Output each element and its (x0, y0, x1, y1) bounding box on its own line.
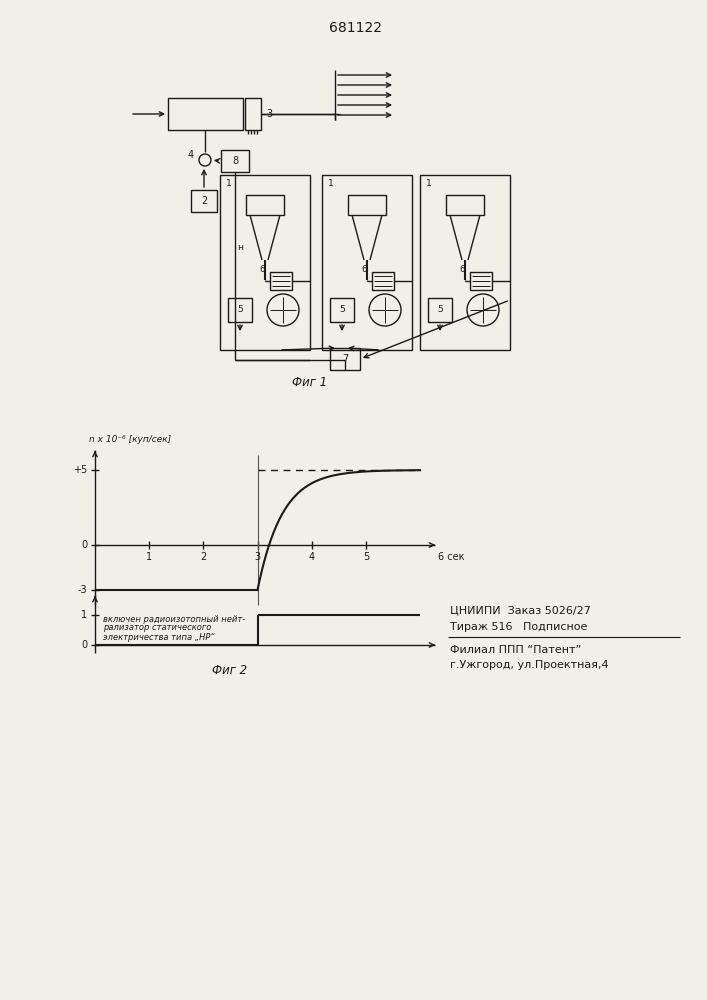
Text: 0: 0 (81, 540, 87, 550)
Text: Фиг 1: Фиг 1 (293, 375, 327, 388)
Text: 6: 6 (259, 264, 264, 273)
Bar (168, 98, 243, 130)
Text: 3: 3 (255, 552, 261, 562)
Text: 1: 1 (226, 178, 232, 188)
Text: рализатор статического: рализатор статического (103, 624, 211, 633)
Text: 1: 1 (81, 610, 87, 620)
Text: 3: 3 (266, 109, 272, 119)
Text: 5: 5 (363, 552, 369, 562)
Bar (191, 190, 217, 212)
Text: 8: 8 (232, 156, 238, 166)
Bar (228, 298, 252, 322)
Text: 2: 2 (201, 196, 207, 206)
Text: электричества типа „НР“: электричества типа „НР“ (103, 633, 215, 642)
Text: 0: 0 (81, 640, 87, 650)
Text: г.Ужгород, ул.Проектная,4: г.Ужгород, ул.Проектная,4 (450, 660, 609, 670)
Text: +5: +5 (73, 465, 87, 475)
Text: 6: 6 (460, 264, 464, 273)
Text: 2: 2 (200, 552, 206, 562)
Bar (446, 195, 484, 215)
Bar (322, 175, 412, 350)
Text: Филиал ППП “Патент”: Филиал ППП “Патент” (450, 645, 581, 655)
Text: 5: 5 (237, 306, 243, 314)
Text: 681122: 681122 (329, 21, 382, 35)
Text: 6 сек: 6 сек (438, 552, 464, 562)
Bar (330, 348, 360, 370)
Text: ЦНИИПИ  Заказ 5026/27: ЦНИИПИ Заказ 5026/27 (450, 605, 591, 615)
Bar (246, 195, 284, 215)
Bar (220, 175, 310, 350)
Bar (245, 98, 261, 130)
Text: 5: 5 (437, 306, 443, 314)
Bar (270, 272, 292, 290)
Text: 7: 7 (342, 354, 348, 364)
Text: n x 10⁻⁶ [куп/сек]: n x 10⁻⁶ [куп/сек] (89, 436, 171, 444)
Text: 1: 1 (328, 178, 334, 188)
Bar (221, 150, 249, 172)
Text: 4: 4 (188, 150, 194, 160)
Text: н: н (237, 242, 243, 251)
Bar (330, 298, 354, 322)
Bar (372, 272, 394, 290)
Bar (348, 195, 386, 215)
Text: 6: 6 (361, 264, 367, 273)
Text: 1: 1 (146, 552, 152, 562)
Text: 5: 5 (339, 306, 345, 314)
Text: Тираж 516   Подписное: Тираж 516 Подписное (450, 622, 588, 632)
Text: включен радиоизотопный нейт-: включен радиоизотопный нейт- (103, 614, 245, 624)
Bar (420, 175, 510, 350)
Text: Фиг 2: Фиг 2 (212, 664, 247, 676)
Text: 4: 4 (308, 552, 315, 562)
Bar (428, 298, 452, 322)
Text: -3: -3 (77, 585, 87, 595)
Bar (470, 272, 492, 290)
Text: 1: 1 (426, 178, 432, 188)
